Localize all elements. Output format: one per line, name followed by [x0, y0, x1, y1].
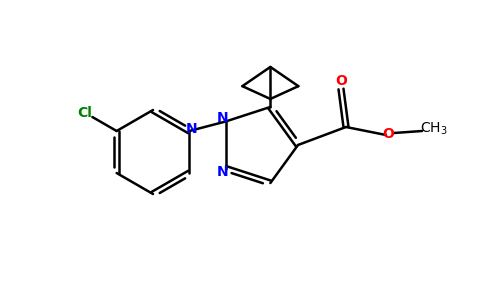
Text: N: N: [185, 122, 197, 136]
Text: O: O: [382, 127, 394, 141]
Text: O: O: [335, 74, 347, 88]
Text: N: N: [217, 164, 228, 178]
Text: Cl: Cl: [77, 106, 92, 120]
Text: N: N: [217, 112, 228, 125]
Text: CH$_3$: CH$_3$: [420, 121, 448, 137]
